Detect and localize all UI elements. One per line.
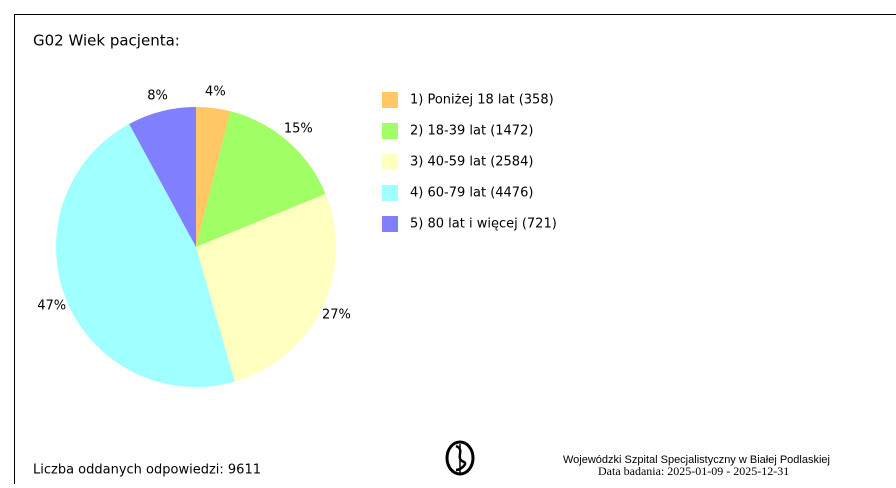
chart-title: G02 Wiek pacjenta: — [33, 32, 180, 50]
slice-label: 4% — [205, 85, 226, 100]
legend-label: 1) Poniżej 18 lat (358) — [410, 93, 554, 108]
legend-label: 3) 40-59 lat (2584) — [410, 155, 533, 170]
legend-swatch — [382, 154, 398, 170]
legend-swatch — [382, 216, 398, 232]
legend-label: 2) 18-39 lat (1472) — [410, 124, 533, 139]
slice-label: 15% — [284, 122, 313, 137]
slice-label: 8% — [147, 88, 168, 103]
survey-date: Data badania: 2025-01-09 - 2025-12-31 — [598, 464, 789, 478]
legend-label: 5) 80 lat i więcej (721) — [410, 217, 557, 232]
legend-swatch — [382, 123, 398, 139]
legend-swatch — [382, 92, 398, 108]
legend-label: 4) 60-79 lat (4476) — [410, 186, 533, 201]
slice-label: 47% — [37, 299, 66, 314]
slice-label: 27% — [322, 307, 351, 322]
legend-swatch — [382, 185, 398, 201]
response-count: Liczba oddanych odpowiedzi: 9611 — [33, 463, 261, 478]
